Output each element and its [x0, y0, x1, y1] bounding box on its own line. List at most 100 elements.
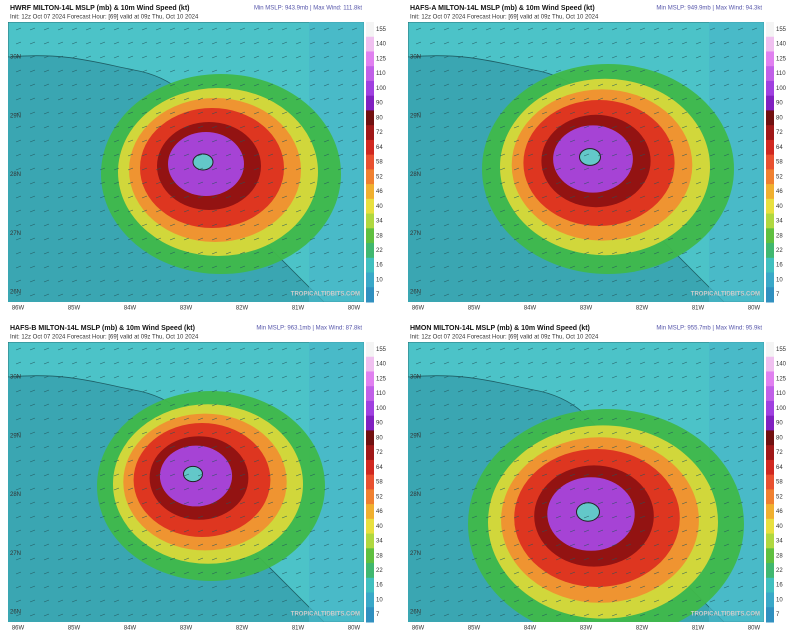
wind-barb: [457, 265, 464, 269]
wind-barb: [723, 41, 730, 45]
wind-barb: [625, 153, 632, 157]
wind-barb: [653, 585, 660, 589]
wind-barb: [415, 557, 422, 561]
wind-barb: [723, 529, 730, 533]
wind-barb: [625, 445, 632, 449]
wind-barb: [211, 97, 218, 101]
wind-barb: [43, 515, 50, 519]
wind-barb: [653, 69, 660, 73]
wind-barb: [639, 251, 646, 255]
wind-barb: [281, 139, 288, 143]
wind-barb: [597, 613, 604, 617]
wind-barb: [57, 417, 64, 421]
wind-barb: [499, 529, 506, 533]
wind-barb: [485, 69, 492, 73]
wind-barb: [29, 153, 36, 157]
wind-barb: [267, 223, 274, 227]
wind-barb: [337, 375, 344, 379]
wind-barb: [513, 389, 520, 393]
wind-barb: [281, 265, 288, 269]
wind-barb: [527, 473, 534, 477]
lat-label: 29N: [410, 433, 421, 439]
wind-barb: [527, 55, 534, 59]
wind-barb: [267, 515, 274, 519]
colorbar-segment: [366, 257, 374, 274]
wind-barb: [71, 529, 78, 533]
lon-label: 84W: [524, 306, 537, 312]
wind-barb: [485, 293, 492, 297]
wind-barb: [569, 167, 576, 171]
wind-barb: [351, 585, 358, 589]
wind-barb: [141, 599, 148, 603]
wind-barb: [583, 487, 590, 491]
wind-barb: [695, 585, 702, 589]
wind-barb: [211, 293, 218, 297]
wind-barb: [85, 613, 92, 617]
wind-barb: [681, 153, 688, 157]
wind-barb: [639, 55, 646, 59]
wind-barb: [555, 139, 562, 143]
wind-barb: [225, 111, 232, 115]
wind-barb: [541, 153, 548, 157]
wind-barb: [57, 361, 64, 365]
wind-barb: [113, 251, 120, 255]
wind-barb: [555, 557, 562, 561]
wind-barb: [253, 445, 260, 449]
wind-barb: [555, 27, 562, 31]
wind-barb: [541, 445, 548, 449]
wind-barb: [415, 445, 422, 449]
wind-barb: [681, 599, 688, 603]
wind-barb: [253, 167, 260, 171]
wind-barb: [527, 585, 534, 589]
lon-label: 80W: [748, 626, 761, 632]
wind-barb: [127, 251, 134, 255]
wind-barb: [751, 209, 758, 213]
wind-barb: [583, 27, 590, 31]
wind-barb: [253, 41, 260, 45]
wind-barb: [457, 487, 464, 491]
wind-barb: [527, 97, 534, 101]
wind-barb: [169, 167, 176, 171]
wind-barb: [169, 599, 176, 603]
wind-barb: [99, 251, 106, 255]
colorbar-label: 28: [776, 233, 783, 239]
wind-barb: [611, 111, 618, 115]
wind-barb: [639, 27, 646, 31]
wind-barb: [43, 557, 50, 561]
wind-barb: [429, 237, 436, 241]
wind-barb: [99, 515, 106, 519]
wind-barb: [709, 403, 716, 407]
wind-barb: [141, 613, 148, 617]
wind-barb: [737, 473, 744, 477]
wind-barb: [723, 125, 730, 129]
wind-barb: [709, 557, 716, 561]
panel-title: HMON MILTON-14L MSLP (mb) & 10m Wind Spe…: [410, 325, 590, 332]
wind-barb: [85, 389, 92, 393]
wind-barb: [85, 515, 92, 519]
wind-barb: [597, 599, 604, 603]
wind-barb: [71, 167, 78, 171]
wind-barb: [99, 41, 106, 45]
wind-barb: [15, 41, 22, 45]
wind-barb: [667, 613, 674, 617]
wind-barb: [653, 389, 660, 393]
wind-barb: [183, 83, 190, 87]
wind-barb: [267, 361, 274, 365]
wind-barb: [113, 557, 120, 561]
wind-barb: [295, 361, 302, 365]
wind-barb: [99, 83, 106, 87]
wind-barb: [211, 585, 218, 589]
wind-barb: [127, 181, 134, 185]
wind-barb: [351, 251, 358, 255]
wind-barb: [57, 375, 64, 379]
wind-barb: [211, 417, 218, 421]
wind-barb: [443, 557, 450, 561]
colorbar-segment: [366, 184, 374, 200]
lon-label: 84W: [124, 306, 137, 312]
wind-barb: [471, 501, 478, 505]
wind-barb: [583, 459, 590, 463]
wind-barb: [309, 97, 316, 101]
wind-barb: [197, 55, 204, 59]
wind-barb: [681, 375, 688, 379]
wind-barb: [253, 209, 260, 213]
